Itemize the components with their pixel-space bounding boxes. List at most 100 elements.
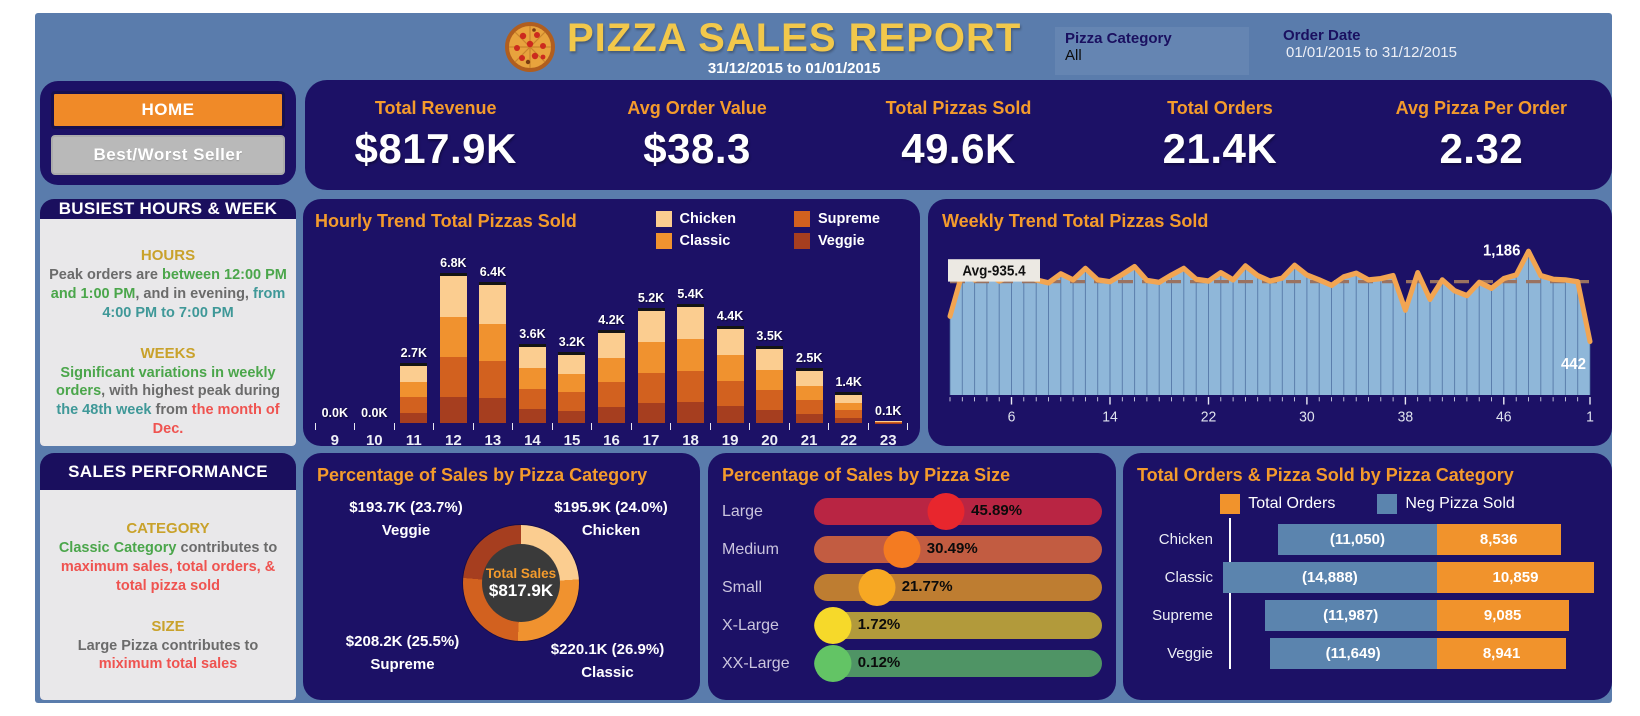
dashboard-canvas: PIZZA SALES REPORT 31/12/2015 to 01/01/2… [35, 13, 1612, 703]
bar-segment-veggie [835, 417, 863, 423]
axis-tick [828, 423, 867, 430]
stacked-bar [439, 273, 467, 423]
legend-swatch [655, 233, 672, 249]
legend-item-supreme: Supreme [793, 211, 880, 227]
bar-segment-classic [716, 355, 744, 381]
legend-label: Neg Pizza Sold [1405, 495, 1515, 512]
text-segment: Large Pizza contributes to [77, 637, 259, 654]
stacked-bar [400, 363, 428, 423]
orders-sold-title: Total Orders & Pizza Sold by Pizza Categ… [1137, 465, 1514, 485]
size-row-small: Small 21.77% [722, 569, 1102, 606]
axis-tick [354, 423, 393, 430]
bar-segment-classic [677, 339, 705, 371]
size-label: Small [722, 578, 763, 596]
category-label: Veggie [1167, 645, 1213, 662]
category-heading: CATEGORY [126, 520, 210, 537]
hour-bar-9: 0.0K [315, 406, 355, 423]
legend-label: Supreme [817, 211, 880, 227]
size-pct-label: 45.89% [971, 502, 1023, 519]
order-date-filter[interactable]: Order Date 01/01/2015 to 31/12/2015 [1283, 27, 1457, 61]
size-pct-label: 30.49% [926, 540, 978, 557]
text-segment: Classic Category [58, 540, 177, 556]
text-segment: the 48th week [56, 402, 152, 419]
order-date-filter-value[interactable]: 01/01/2015 to 31/12/2015 [1286, 44, 1457, 61]
hour-bar-18: 5.4K [671, 287, 711, 423]
bar-segment-supreme [716, 380, 744, 407]
hourly-trend-chart: Hourly Trend Total Pizzas Sold Chicken Cl… [303, 199, 920, 449]
bar-segment-supreme [597, 382, 625, 407]
bar-segment-classic [637, 342, 665, 373]
axis-tick [591, 423, 630, 430]
bar-segment-supreme [795, 399, 823, 414]
hour-bar-22: 1.4K [829, 375, 869, 423]
bar-segment-chicken [756, 349, 784, 370]
bar-value-label: 3.6K [519, 327, 546, 341]
legend-swatch [1377, 494, 1398, 514]
home-button[interactable]: HOME [51, 91, 285, 129]
bar-value-label: 6.4K [479, 265, 507, 279]
category-row-classic: Classic (14,888) 10,859 [1137, 562, 1598, 593]
hour-bar-14: 3.6K [513, 327, 553, 423]
category-donut-title: Percentage of Sales by Pizza Category [317, 465, 648, 485]
page-title: PIZZA SALES REPORT [567, 16, 1022, 60]
hour-bar-19: 4.4K [710, 309, 750, 423]
pizza-category-filter[interactable]: Pizza Category All [1055, 27, 1249, 75]
bar-segment-chicken [874, 421, 902, 422]
bar-value-label: 4.4K [716, 309, 744, 323]
bar-segment-veggie [439, 396, 467, 423]
size-track: 30.49% [814, 531, 1102, 568]
kpi-value: $38.3 [643, 124, 751, 172]
legend-swatch [655, 211, 672, 227]
category-label: Supreme [1152, 607, 1213, 624]
kpi-label: Avg Order Value [627, 97, 767, 118]
bar-segment-veggie [558, 410, 586, 423]
category-row-veggie: Veggie (11,649) 8,941 [1137, 638, 1598, 669]
bar-segment-chicken [400, 366, 428, 382]
text-segment: contributes to [176, 540, 278, 556]
weeks-heading: WEEKS [140, 344, 196, 362]
weekly-trend-title: Weekly Trend Total Pizzas Sold [942, 211, 1209, 231]
hour-bar-21: 2.5K [789, 351, 829, 423]
x-axis-label: 12 [445, 432, 462, 449]
bar-segment-chicken [677, 307, 705, 340]
size-row-x-large: X-Large 1.72% [722, 607, 1102, 644]
size-track: 45.89% [814, 493, 1102, 530]
size-label: XX-Large [722, 654, 790, 672]
size-dot [814, 645, 852, 682]
kpi-value: 21.4K [1162, 124, 1278, 172]
best-worst-seller-button[interactable]: Best/Worst Seller [51, 135, 285, 175]
bar-segment-chicken [795, 371, 823, 386]
legend-item-veggie: Veggie [793, 233, 880, 249]
x-axis-label: 9 [330, 432, 339, 449]
stacked-bar [518, 344, 546, 423]
svg-text:22: 22 [1201, 409, 1217, 426]
stacked-bar [716, 326, 744, 423]
bar-segment-chicken [637, 311, 665, 343]
stacked-bar [677, 304, 705, 423]
axis-tick [551, 423, 591, 430]
trend-line [947, 248, 1593, 345]
legend-item-chicken: Chicken [655, 211, 736, 227]
hourly-trend-title: Hourly Trend Total Pizzas Sold [315, 211, 577, 231]
donut-center-value: $817.9K [488, 580, 554, 600]
slice-name: Supreme [370, 655, 435, 673]
x-axis-label: 22 [840, 432, 858, 449]
axis-tick [433, 423, 472, 430]
order-date-filter-label: Order Date [1283, 27, 1361, 44]
bar-segment-supreme [835, 410, 863, 418]
total-orders-bar: 8,941 [1436, 638, 1567, 669]
size-track: 0.12% [814, 645, 1102, 682]
bar-value-label: 4.2K [598, 313, 625, 327]
text-segment: Significant variations in weekly orders [56, 364, 276, 400]
bar-segment-chicken [479, 285, 507, 324]
hour-bar-10: 0.0K [355, 406, 395, 423]
bar-value-label: 5.2K [637, 291, 665, 305]
x-axis-label: 13 [484, 432, 502, 449]
pizza-category-filter-value[interactable]: All [1065, 47, 1082, 64]
legend-label: Veggie [817, 233, 865, 249]
axis-tick [670, 423, 709, 430]
hourly-legend: Chicken Classic Supreme Veggie [655, 211, 880, 249]
bar-segment-classic [756, 369, 784, 390]
average-label: Avg-935.4 [962, 262, 1025, 279]
text-segment: between 12:00 PM and 1:00 PM [50, 267, 287, 302]
